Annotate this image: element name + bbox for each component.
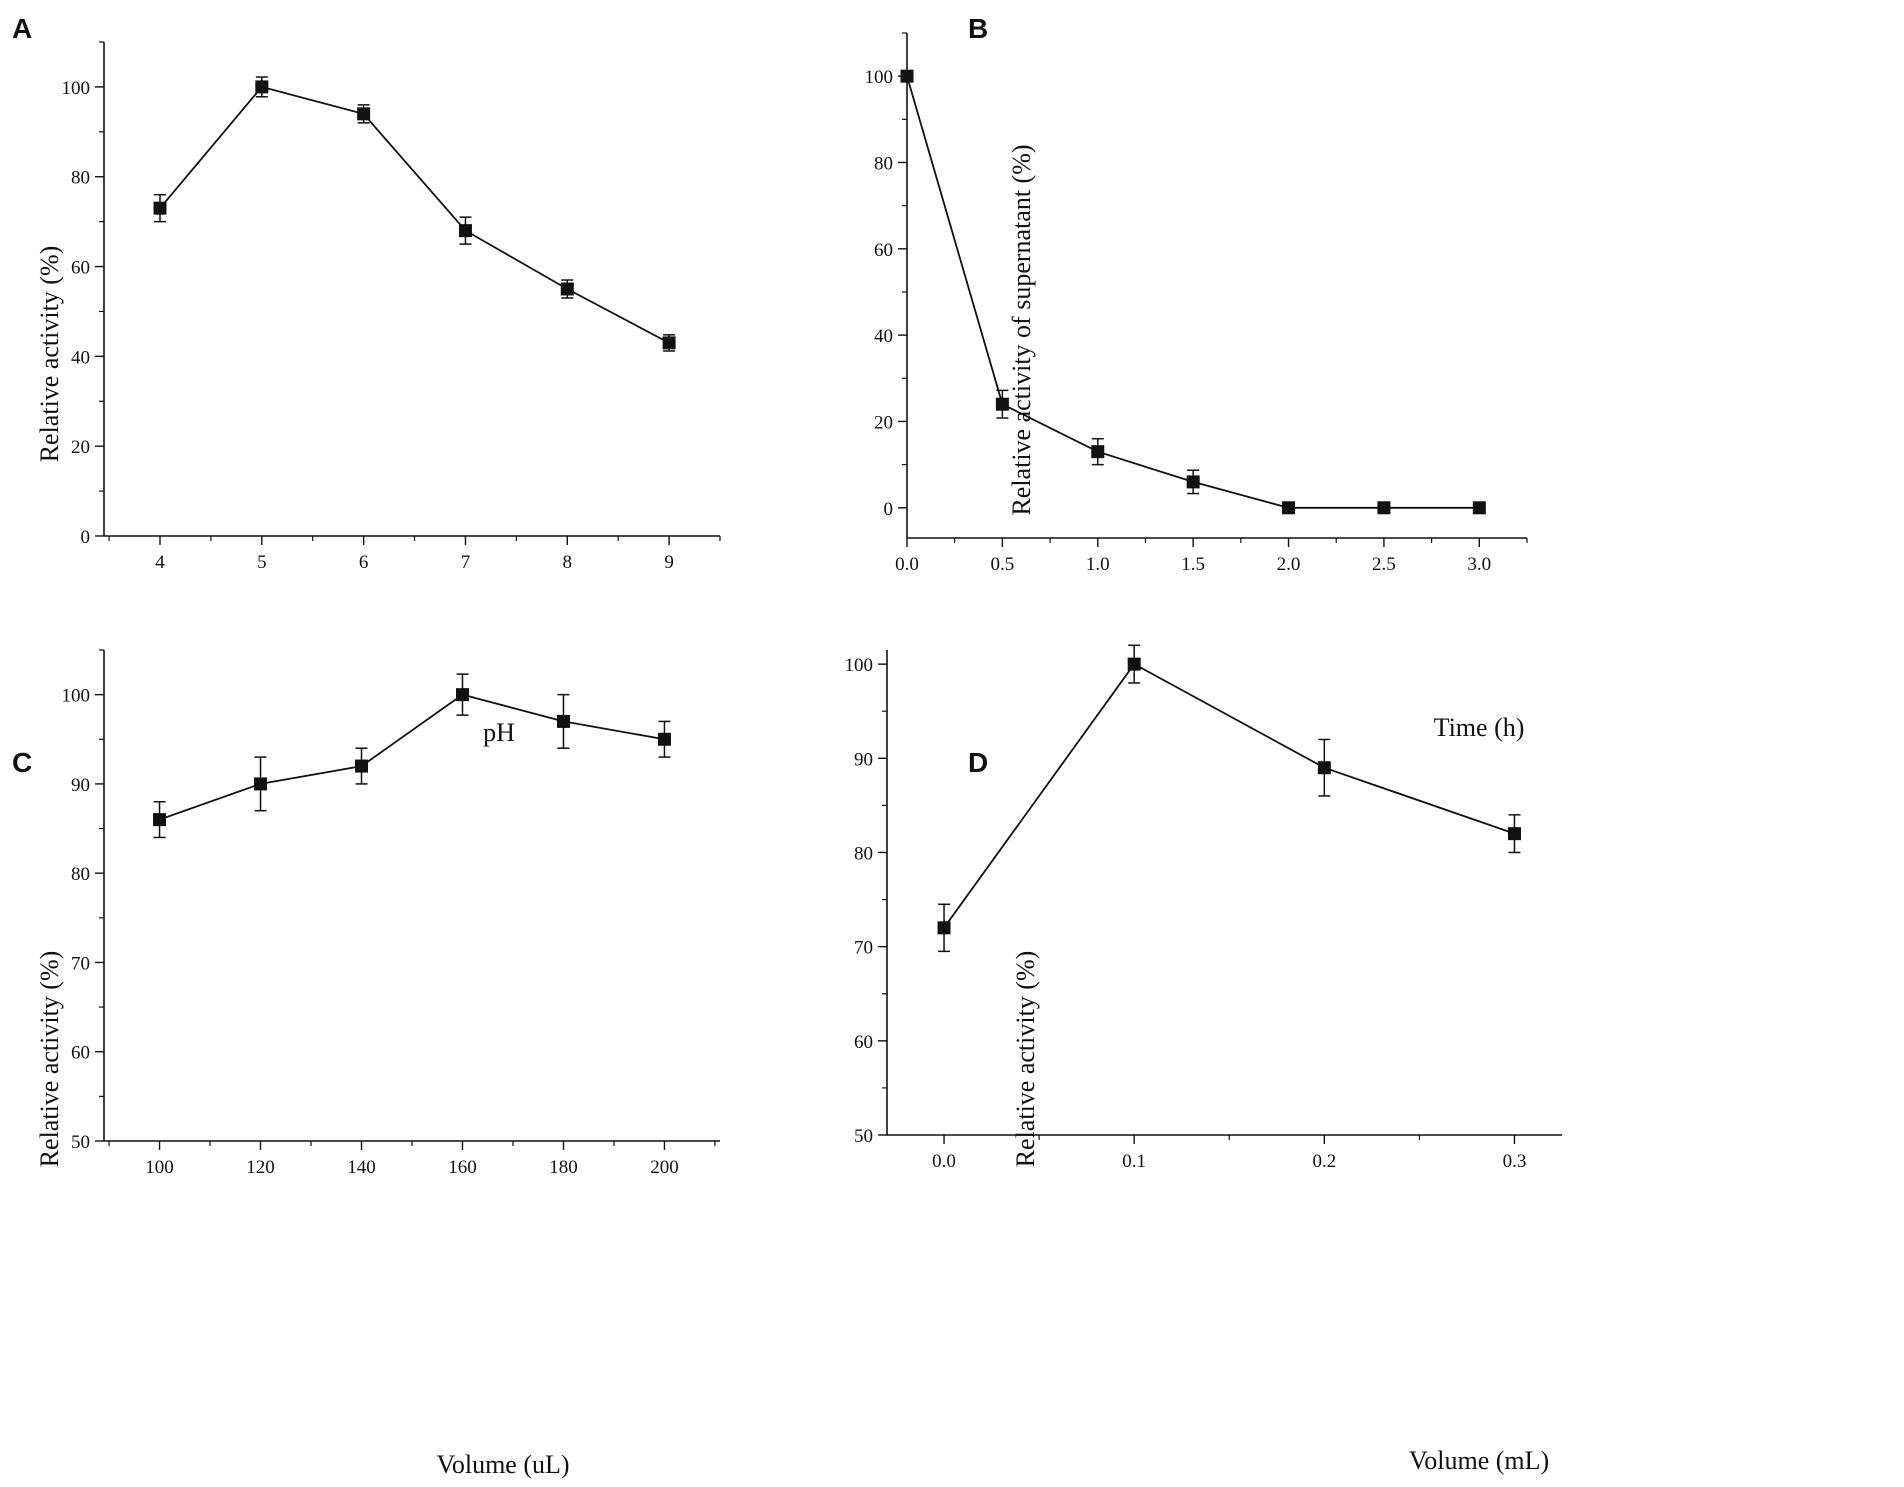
panel-c-data-point bbox=[556, 714, 570, 728]
panel-d-y-tick-label: 70 bbox=[854, 938, 873, 959]
panel-d-data-point bbox=[1507, 827, 1521, 841]
panel-c-letter: C bbox=[12, 747, 32, 778]
panel-a-x-tick-label: 4 bbox=[155, 552, 165, 573]
panel-b-y-axis-title: Relative activity of supernatant (%) bbox=[1007, 144, 1036, 515]
panel-b-letter: B bbox=[968, 13, 988, 44]
panel-b-data-point bbox=[1186, 475, 1200, 489]
panel-b-y-tick-label: 80 bbox=[874, 153, 893, 174]
panel-b-x-tick-label: 0.5 bbox=[991, 554, 1015, 575]
panel-a-x-tick-label: 5 bbox=[257, 552, 267, 573]
panel-b-y-tick-label: 60 bbox=[874, 240, 893, 261]
panel-c-data-point bbox=[153, 813, 167, 827]
panel-c-x-tick-label: 180 bbox=[549, 1157, 578, 1178]
panel-d-y-axis-title: Relative activity (%) bbox=[1011, 951, 1040, 1168]
panel-b-y-tick-label: 100 bbox=[865, 67, 894, 88]
panel-a-y-tick-label: 0 bbox=[81, 527, 91, 548]
panel-c-data-point bbox=[355, 759, 369, 773]
panel-d-y-tick-label: 50 bbox=[854, 1126, 873, 1147]
panel-b-x-tick-label: 3.0 bbox=[1467, 554, 1491, 575]
panel-d-data-point bbox=[937, 921, 951, 935]
panel-d-series-line bbox=[943, 662, 1515, 929]
panel-c-x-tick-label: 160 bbox=[448, 1157, 477, 1178]
panel-d-x-tick-label: 0.0 bbox=[932, 1151, 956, 1172]
panel-b-plot: 0.0 0.5 1.0 1.5 2.0 2.5 3.0 0 20 40 60 80 100 bbox=[865, 32, 1528, 575]
panel-b-x-tick-label: 1.0 bbox=[1086, 554, 1110, 575]
panel-b-x-tick-label: 2.5 bbox=[1372, 554, 1396, 575]
panel-a-data-point bbox=[153, 201, 167, 215]
panel-b-data-point bbox=[900, 69, 914, 83]
panel-c-data-point bbox=[254, 777, 268, 791]
panel-b-data-point bbox=[1377, 501, 1391, 515]
panel-d-data-point bbox=[1317, 761, 1331, 775]
panel-a: A 4 5 6 7 8 9 0 20 40 60 80 100 pH Relative activit… bbox=[12, 13, 721, 747]
panel-c-y-tick-label: 90 bbox=[71, 775, 90, 796]
panel-b-data-point bbox=[1091, 445, 1105, 459]
panel-a-plot: 4 5 6 7 8 9 0 20 40 60 80 100 bbox=[62, 41, 721, 573]
panel-d-y-tick-label: 60 bbox=[854, 1032, 873, 1053]
panel-d-y-tick-label: 100 bbox=[845, 655, 874, 676]
panel-c-data-point bbox=[657, 732, 671, 746]
panel-c-series-line bbox=[159, 693, 665, 821]
panel-a-x-tick-label: 8 bbox=[563, 552, 573, 573]
panel-a-y-tick-label: 100 bbox=[62, 78, 91, 99]
panel-a-letter: A bbox=[12, 13, 32, 44]
panel-b: B 0.0 0.5 1.0 1.5 2.0 2.5 3.0 0 20 40 60 80 100 Time… bbox=[865, 13, 1528, 742]
panel-b-x-axis-title: Time (h) bbox=[1434, 713, 1525, 742]
panel-d-data-point bbox=[1127, 657, 1141, 671]
panel-c: C 100 120 140 160 180 200 50 60 70 80 90 100 Volume… bbox=[12, 649, 720, 1479]
panel-d-x-tick-label: 0.1 bbox=[1122, 1151, 1146, 1172]
panel-b-data-point bbox=[1282, 501, 1296, 515]
panel-d-x-tick-label: 0.2 bbox=[1312, 1151, 1336, 1172]
panel-a-x-tick-label: 9 bbox=[664, 552, 674, 573]
panel-b-y-tick-label: 40 bbox=[874, 326, 893, 347]
panel-c-y-tick-label: 80 bbox=[71, 864, 90, 885]
panel-c-data-point bbox=[455, 688, 469, 702]
panel-d-x-axis-title: Volume (mL) bbox=[1409, 1446, 1549, 1475]
panel-c-y-tick-label: 100 bbox=[62, 686, 91, 707]
panel-a-y-tick-label: 80 bbox=[71, 168, 90, 189]
panel-c-x-tick-label: 140 bbox=[347, 1157, 376, 1178]
panel-c-plot: 100 120 140 160 180 200 50 60 70 80 90 100 bbox=[62, 649, 720, 1178]
panel-a-y-tick-label: 60 bbox=[71, 258, 90, 279]
panel-a-data-point bbox=[357, 107, 371, 121]
panel-a-y-tick-label: 20 bbox=[71, 437, 90, 458]
panel-d-letter: D bbox=[968, 747, 988, 778]
panel-d-plot: 0.0 0.1 0.2 0.3 50 60 70 80 90 100 bbox=[845, 644, 1562, 1172]
panel-a-series-line bbox=[159, 85, 670, 344]
panel-b-y-tick-label: 20 bbox=[874, 412, 893, 433]
panel-a-data-point bbox=[662, 336, 676, 350]
panel-b-y-tick-label: 0 bbox=[884, 499, 894, 520]
panel-c-y-axis-title: Relative activity (%) bbox=[35, 951, 64, 1168]
panel-c-y-tick-label: 60 bbox=[71, 1043, 90, 1064]
panel-c-x-tick-label: 120 bbox=[246, 1157, 275, 1178]
panel-c-x-tick-label: 100 bbox=[145, 1157, 174, 1178]
panel-d-y-tick-label: 90 bbox=[854, 749, 873, 770]
panel-a-data-point bbox=[560, 282, 574, 296]
panel-c-x-tick-label: 200 bbox=[650, 1157, 679, 1178]
panel-b-data-point bbox=[1472, 501, 1486, 515]
panel-a-y-axis-title: Relative activity (%) bbox=[35, 246, 64, 463]
panel-b-data-point bbox=[995, 397, 1009, 411]
panel-a-x-tick-label: 7 bbox=[461, 552, 471, 573]
panel-a-data-point bbox=[255, 80, 269, 94]
panel-c-y-tick-label: 70 bbox=[71, 953, 90, 974]
panel-a-data-point bbox=[458, 224, 472, 238]
panel-a-x-axis-title: pH bbox=[483, 718, 515, 747]
panel-c-x-axis-title: Volume (uL) bbox=[436, 1450, 569, 1479]
panel-d-y-tick-label: 80 bbox=[854, 843, 873, 864]
panel-d-x-tick-label: 0.3 bbox=[1503, 1151, 1527, 1172]
panel-b-x-tick-label: 1.5 bbox=[1181, 554, 1205, 575]
panel-a-x-tick-label: 6 bbox=[359, 552, 369, 573]
panel-b-x-tick-label: 2.0 bbox=[1277, 554, 1301, 575]
panel-a-y-tick-label: 40 bbox=[71, 347, 90, 368]
panel-b-x-tick-label: 0.0 bbox=[895, 554, 919, 575]
panel-c-y-tick-label: 50 bbox=[71, 1132, 90, 1153]
